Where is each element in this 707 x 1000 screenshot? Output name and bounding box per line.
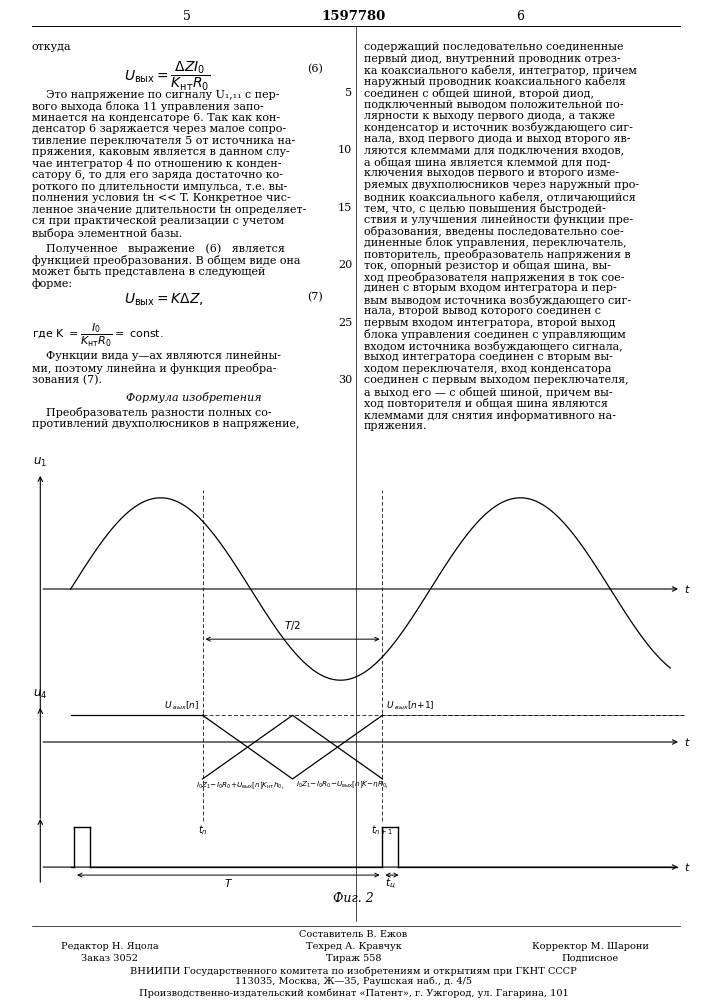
Text: противлений двухполюсников в напряжение,: противлений двухполюсников в напряжение, xyxy=(32,419,299,429)
Text: чае интегратор 4 по отношению к конден-: чае интегратор 4 по отношению к конден- xyxy=(32,159,281,169)
Text: содержащий последовательно соединенные: содержащий последовательно соединенные xyxy=(364,42,624,52)
Text: $u_1$: $u_1$ xyxy=(33,456,47,469)
Text: $I_0Z_1{-}I_0R_0{-}U_{\text{вых}}[n]K{-}\eta R_{0_t}$: $I_0Z_1{-}I_0R_0{-}U_{\text{вых}}[n]K{-}… xyxy=(296,780,389,791)
Text: клеммами для снятия информативного на-: клеммами для снятия информативного на- xyxy=(364,410,616,421)
Text: ся при практической реализации с учетом: ся при практической реализации с учетом xyxy=(32,216,284,226)
Text: ходом переключателя, вход конденсатора: ходом переключателя, вход конденсатора xyxy=(364,364,612,374)
Text: денсатор 6 заряжается через малое сопро-: денсатор 6 заряжается через малое сопро- xyxy=(32,124,286,134)
Text: пряжения, каковым является в данном слу-: пряжения, каковым является в данном слу- xyxy=(32,147,290,157)
Text: Фиг. 2: Фиг. 2 xyxy=(333,892,374,905)
Text: вого выхода блока 11 управления запо-: вого выхода блока 11 управления запо- xyxy=(32,101,264,112)
Text: Тираж 558: Тираж 558 xyxy=(326,954,381,963)
Text: выход интегратора соединен с вторым вы-: выход интегратора соединен с вторым вы- xyxy=(364,352,613,362)
Text: сатору 6, то для его заряда достаточно ко-: сатору 6, то для его заряда достаточно к… xyxy=(32,170,283,180)
Text: $U_{\ вых}[n]$: $U_{\ вых}[n]$ xyxy=(164,700,199,712)
Text: 113035, Москва, Ж—35, Раушская наб., д. 4/5: 113035, Москва, Ж—35, Раушская наб., д. … xyxy=(235,977,472,986)
Text: откуда: откуда xyxy=(32,42,71,52)
Text: соединен с первым выходом переключателя,: соединен с первым выходом переключателя, xyxy=(364,375,629,385)
Text: Составитель В. Ежов: Составитель В. Ежов xyxy=(300,930,407,939)
Text: 20: 20 xyxy=(338,260,352,270)
Text: форме:: форме: xyxy=(32,278,73,289)
Text: функцией преобразования. В общем виде она: функцией преобразования. В общем виде он… xyxy=(32,255,300,266)
Text: Техред А. Кравчук: Техред А. Кравчук xyxy=(305,942,402,951)
Text: ляются клеммами для подключения входов,: ляются клеммами для подключения входов, xyxy=(364,145,624,155)
Text: тем, что, с целью повышения быстродей-: тем, что, с целью повышения быстродей- xyxy=(364,203,606,214)
Text: ключения выходов первого и второго изме-: ключения выходов первого и второго изме- xyxy=(364,168,619,178)
Text: $t_ц$: $t_ц$ xyxy=(385,877,395,891)
Text: Функции вида y—ax являются линейны-: Функции вида y—ax являются линейны- xyxy=(32,351,281,361)
Text: Это напряжение по сигналу U₁,₁₁ с пер-: Это напряжение по сигналу U₁,₁₁ с пер- xyxy=(32,90,279,100)
Text: ВНИИПИ Государственного комитета по изобретениям и открытиям при ГКНТ СССР: ВНИИПИ Государственного комитета по изоб… xyxy=(130,966,577,976)
Text: ми, поэтому линейна и функция преобра-: ми, поэтому линейна и функция преобра- xyxy=(32,363,276,374)
Text: входом источника возбуждающего сигнала,: входом источника возбуждающего сигнала, xyxy=(364,341,623,352)
Text: образования, введены последовательно сое-: образования, введены последовательно сое… xyxy=(364,226,624,237)
Text: $u_4$: $u_4$ xyxy=(33,688,47,701)
Text: роткого по длительности импульса, т.е. вы-: роткого по длительности импульса, т.е. в… xyxy=(32,182,287,192)
Text: (6): (6) xyxy=(308,64,323,74)
Text: ряемых двухполюсников через наружный про-: ряемых двухполюсников через наружный про… xyxy=(364,180,639,190)
Text: $U_{\text{вых}}{=}\dfrac{\Delta Z I_0}{K_{\text{нт}}R_0}$: $U_{\text{вых}}{=}\dfrac{\Delta Z I_0}{K… xyxy=(124,60,210,93)
Text: $t$: $t$ xyxy=(684,583,691,595)
Text: 10: 10 xyxy=(338,145,352,155)
Text: соединен с общей шиной, второй диод,: соединен с общей шиной, второй диод, xyxy=(364,88,594,99)
Text: выбора элементной базы.: выбора элементной базы. xyxy=(32,228,182,239)
Text: Преобразователь разности полных со-: Преобразователь разности полных со- xyxy=(32,407,271,418)
Text: Формула изобретения: Формула изобретения xyxy=(126,392,262,403)
Text: лярности к выходу первого диода, а также: лярности к выходу первого диода, а также xyxy=(364,111,615,121)
Text: $t_{n+1}$: $t_{n+1}$ xyxy=(371,823,394,837)
Text: 30: 30 xyxy=(338,375,352,385)
Text: ка коаксиального кабеля, интегратор, причем: ка коаксиального кабеля, интегратор, при… xyxy=(364,65,637,76)
Text: 15: 15 xyxy=(338,203,352,213)
Text: может быть представлена в следующей: может быть представлена в следующей xyxy=(32,266,265,277)
Text: подключенный выводом положительной по-: подключенный выводом положительной по- xyxy=(364,99,624,109)
Text: водник коаксиального кабеля, отличающийся: водник коаксиального кабеля, отличающийс… xyxy=(364,191,636,202)
Text: ствия и улучшения линейности функции пре-: ствия и улучшения линейности функции пре… xyxy=(364,214,633,225)
Text: Корректор М. Шарони: Корректор М. Шарони xyxy=(532,942,649,951)
Text: минается на конденсаторе 6. Так как кон-: минается на конденсаторе 6. Так как кон- xyxy=(32,113,280,123)
Text: конденсатор и источник возбуждающего сиг-: конденсатор и источник возбуждающего сиг… xyxy=(364,122,633,133)
Text: повторитель, преобразователь напряжения в: повторитель, преобразователь напряжения … xyxy=(364,249,631,260)
Text: 25: 25 xyxy=(338,318,352,328)
Text: 5: 5 xyxy=(345,88,352,98)
Text: Подписное: Подписное xyxy=(562,954,619,963)
Text: $U_{\ вых}[n{+}1]$: $U_{\ вых}[n{+}1]$ xyxy=(386,700,435,712)
Text: тивление переключателя 5 от источника на-: тивление переключателя 5 от источника на… xyxy=(32,136,295,146)
Text: $T$: $T$ xyxy=(224,877,233,889)
Text: (7): (7) xyxy=(308,291,323,302)
Text: $T/2$: $T/2$ xyxy=(284,619,301,632)
Text: где K $= \dfrac{I_0}{K_{\text{нт}}R_0} =$ const.: где K $= \dfrac{I_0}{K_{\text{нт}}R_0} =… xyxy=(32,321,163,349)
Text: Редактор Н. Яцола: Редактор Н. Яцола xyxy=(61,942,158,951)
Text: $t$: $t$ xyxy=(684,861,691,873)
Text: ленное значение длительности tн определяет-: ленное значение длительности tн определя… xyxy=(32,205,306,215)
Text: 6: 6 xyxy=(515,10,524,23)
Text: а общая шина является клеммой для под-: а общая шина является клеммой для под- xyxy=(364,157,611,168)
Text: 5: 5 xyxy=(183,10,192,23)
Text: Заказ 3052: Заказ 3052 xyxy=(81,954,138,963)
Text: первым входом интегратора, второй выход: первым входом интегратора, второй выход xyxy=(364,318,616,328)
Text: полнения условия tн << T. Конкретное чис-: полнения условия tн << T. Конкретное чис… xyxy=(32,193,291,203)
Text: диненные блок управления, переключатель,: диненные блок управления, переключатель, xyxy=(364,237,626,248)
Text: а выход его — с общей шиной, причем вы-: а выход его — с общей шиной, причем вы- xyxy=(364,387,613,398)
Text: $I_0Z_1{-}I_0R_0{+}U_{\text{вых}}[n]K_{\text{нт}}h_{0_t}$: $I_0Z_1{-}I_0R_0{+}U_{\text{вых}}[n]K_{\… xyxy=(196,781,284,792)
Text: наружный проводник коаксиального кабеля: наружный проводник коаксиального кабеля xyxy=(364,76,626,87)
Text: пряжения.: пряжения. xyxy=(364,421,428,431)
Text: $U_{\text{вых}}{=}K\Delta Z,$: $U_{\text{вых}}{=}K\Delta Z,$ xyxy=(124,291,204,308)
Text: динен с вторым входом интегратора и пер-: динен с вторым входом интегратора и пер- xyxy=(364,283,617,293)
Text: Производственно-издательский комбинат «Патент», г. Ужгород, ул. Гагарина, 101: Производственно-издательский комбинат «П… xyxy=(139,988,568,998)
Text: Полученное   выражение   (6)   является: Полученное выражение (6) является xyxy=(32,243,285,254)
Text: блока управления соединен с управляющим: блока управления соединен с управляющим xyxy=(364,329,626,340)
Text: $t$: $t$ xyxy=(684,736,691,748)
Text: ход повторителя и общая шина являются: ход повторителя и общая шина являются xyxy=(364,398,608,409)
Text: $t_n$: $t_n$ xyxy=(198,823,207,837)
Text: ход преобразователя напряжения в ток сое-: ход преобразователя напряжения в ток сое… xyxy=(364,272,624,283)
Text: нала, второй вывод которого соединен с: нала, второй вывод которого соединен с xyxy=(364,306,601,316)
Text: 1597780: 1597780 xyxy=(322,10,385,23)
Text: первый диод, внутренний проводник отрез-: первый диод, внутренний проводник отрез- xyxy=(364,53,621,64)
Text: ток, опорный резистор и общая шина, вы-: ток, опорный резистор и общая шина, вы- xyxy=(364,260,611,271)
Text: вым выводом источника возбуждающего сиг-: вым выводом источника возбуждающего сиг- xyxy=(364,295,631,306)
Text: нала, вход первого диода и выход второго яв-: нала, вход первого диода и выход второго… xyxy=(364,134,631,144)
Text: зования (7).: зования (7). xyxy=(32,374,102,385)
